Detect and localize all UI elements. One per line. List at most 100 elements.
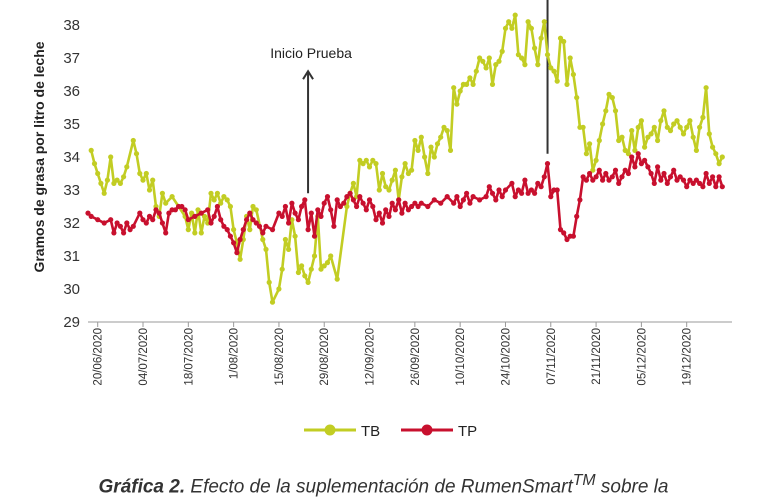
data-point-tp xyxy=(211,213,217,219)
data-point-tb xyxy=(648,131,654,137)
data-point-tb xyxy=(457,88,463,94)
legend-label-tp: TP xyxy=(458,423,477,440)
data-point-tp xyxy=(376,210,382,216)
data-point-tp xyxy=(279,213,285,219)
data-point-tb xyxy=(95,170,101,177)
data-point-tp xyxy=(700,184,706,190)
y-tick-label: 30 xyxy=(63,281,80,298)
y-tick-label: 35 xyxy=(63,116,80,133)
data-point-tp xyxy=(619,174,625,180)
data-point-tb xyxy=(561,38,567,45)
data-point-tb xyxy=(645,134,651,140)
data-point-tp xyxy=(493,197,499,203)
data-point-tb xyxy=(311,253,318,259)
data-point-tp xyxy=(561,230,567,236)
data-point-tp xyxy=(502,187,509,193)
data-point-tp xyxy=(664,180,670,186)
data-point-tp xyxy=(379,220,386,226)
data-point-tp xyxy=(706,180,712,186)
y-tick-label: 38 xyxy=(63,17,80,34)
data-point-tb xyxy=(428,144,434,150)
data-point-tb xyxy=(247,227,253,233)
data-point-tp xyxy=(697,180,703,186)
data-point-tp xyxy=(159,220,165,226)
data-point-tp xyxy=(710,174,716,180)
data-point-tb xyxy=(544,52,551,58)
data-point-tb xyxy=(357,157,363,163)
annotations: Inicio Prueba xyxy=(270,0,549,194)
data-point-tp xyxy=(541,174,547,180)
data-point-tp xyxy=(444,194,450,200)
data-point-tb xyxy=(159,190,165,196)
data-point-tb xyxy=(392,167,398,173)
y-tick-label: 34 xyxy=(63,149,80,166)
data-point-tb xyxy=(622,147,628,153)
caption-superscript: TM xyxy=(572,472,596,489)
y-tick-label: 31 xyxy=(63,248,80,265)
data-point-tb xyxy=(266,279,272,285)
data-point-tp xyxy=(719,184,725,190)
data-point-tp xyxy=(583,177,590,183)
data-point-tb xyxy=(133,151,140,157)
data-point-tb xyxy=(366,164,373,170)
x-tick-label: 04/07/2020 xyxy=(138,328,150,386)
y-axis-title: Gramos de grasa por litro de leche xyxy=(31,41,47,272)
data-point-tb xyxy=(198,230,204,236)
data-point-tp xyxy=(535,180,541,186)
data-point-tp xyxy=(532,190,538,196)
data-point-tb xyxy=(418,134,424,140)
x-tick-label: 1/08/2020 xyxy=(229,328,241,379)
caption-text: Efecto de la suplementación de RumenSmar… xyxy=(185,476,573,498)
annotation-label: Inicio Prueba xyxy=(270,45,352,61)
data-point-tp xyxy=(496,187,502,193)
data-point-tb xyxy=(703,85,709,91)
data-point-tp xyxy=(124,220,130,226)
data-point-tb xyxy=(282,236,288,243)
data-point-tb xyxy=(231,227,237,233)
data-point-tp xyxy=(146,213,153,219)
data-point-tb xyxy=(185,227,191,233)
data-point-tp xyxy=(713,184,719,190)
data-point-tb xyxy=(383,184,389,190)
data-point-tp xyxy=(483,194,489,200)
data-point-tb xyxy=(593,157,599,163)
data-point-tp xyxy=(399,210,405,216)
data-point-tp xyxy=(224,227,230,233)
data-point-tb xyxy=(227,203,233,210)
data-point-tb xyxy=(464,81,470,87)
data-point-tb xyxy=(632,147,638,153)
data-point-tb xyxy=(583,151,590,157)
data-point-tp xyxy=(512,194,518,200)
data-point-tp xyxy=(674,177,680,183)
data-point-tp xyxy=(182,207,188,213)
data-point-tb xyxy=(671,121,677,127)
data-point-tb xyxy=(434,141,441,147)
data-point-tp xyxy=(221,223,227,229)
data-point-tb xyxy=(373,161,379,167)
data-point-tp xyxy=(580,174,586,180)
data-point-tb xyxy=(629,128,635,134)
data-point-tb xyxy=(467,75,473,81)
data-point-tb xyxy=(687,118,693,124)
data-point-tb xyxy=(409,167,415,173)
data-point-tb xyxy=(600,121,606,127)
data-point-tp xyxy=(635,151,641,157)
data-point-tb xyxy=(567,55,573,61)
data-point-tb xyxy=(587,141,593,147)
x-tick-label: 10/10/2020 xyxy=(455,328,467,386)
data-point-tb xyxy=(402,161,408,167)
data-point-tp xyxy=(690,180,696,186)
data-point-tb xyxy=(150,177,156,183)
data-point-tp xyxy=(85,210,91,216)
data-point-tp xyxy=(231,240,237,246)
data-point-tb xyxy=(379,170,386,177)
data-point-tb xyxy=(655,137,661,144)
data-point-tb xyxy=(237,256,243,262)
data-point-tp xyxy=(454,194,460,200)
data-point-tp xyxy=(163,230,169,236)
y-tick-label: 37 xyxy=(63,50,80,67)
data-point-tb xyxy=(350,180,356,186)
data-point-tb xyxy=(532,45,538,51)
data-point-tp xyxy=(276,210,282,216)
data-point-tb xyxy=(363,157,369,163)
